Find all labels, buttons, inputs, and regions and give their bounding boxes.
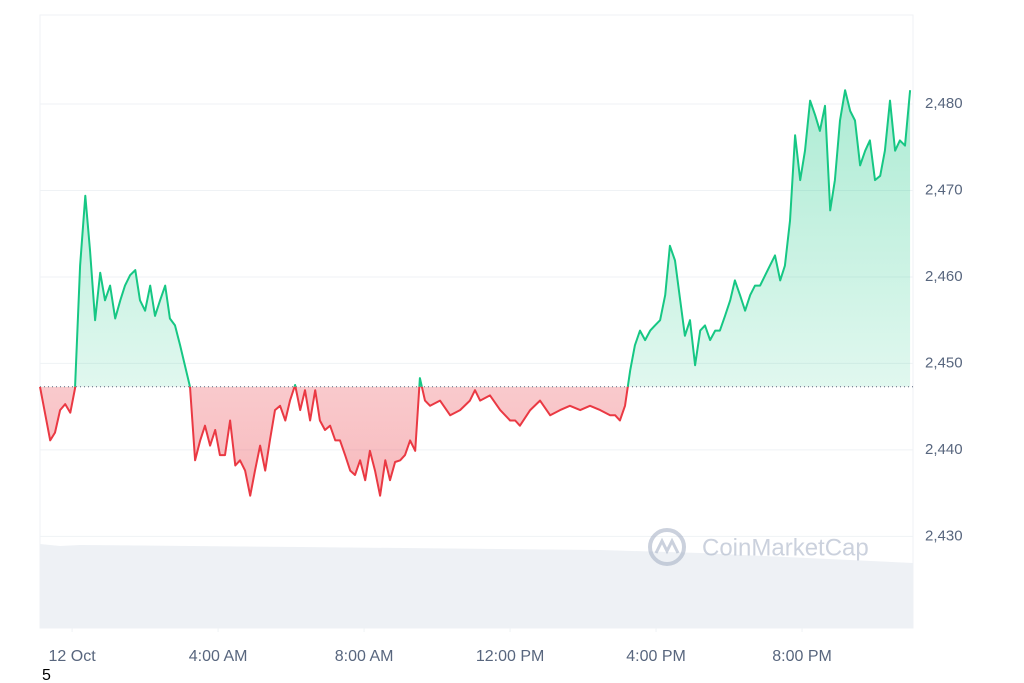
watermark: CoinMarketCap bbox=[648, 528, 869, 566]
volume-area bbox=[40, 544, 913, 628]
x-tick-label: 8:00 PM bbox=[772, 648, 832, 665]
footnote: 5 bbox=[42, 667, 51, 683]
area-down bbox=[40, 386, 628, 496]
x-tick-label: 8:00 AM bbox=[335, 648, 394, 665]
y-tick-label: 2,460 bbox=[925, 268, 963, 285]
watermark-logo-mark bbox=[654, 537, 680, 555]
y-tick-label: 2,450 bbox=[925, 354, 963, 371]
y-tick-label: 2,480 bbox=[925, 95, 963, 112]
y-tick-label: 2,430 bbox=[925, 527, 963, 544]
x-tick-label: 4:00 PM bbox=[626, 648, 686, 665]
y-tick-label: 2,470 bbox=[925, 181, 963, 198]
y-tick-label: 2,440 bbox=[925, 441, 963, 458]
x-tick-label: 12:00 PM bbox=[476, 648, 544, 665]
area-up bbox=[40, 90, 911, 387]
price-line-up bbox=[40, 89, 912, 387]
price-line-down bbox=[39, 386, 629, 497]
x-tick-label: 4:00 AM bbox=[189, 648, 248, 665]
watermark-text: CoinMarketCap bbox=[702, 534, 869, 561]
grid bbox=[40, 103, 913, 632]
plot bbox=[39, 89, 913, 497]
x-tick-label: 12 Oct bbox=[49, 648, 97, 665]
watermark-logo bbox=[648, 528, 686, 566]
